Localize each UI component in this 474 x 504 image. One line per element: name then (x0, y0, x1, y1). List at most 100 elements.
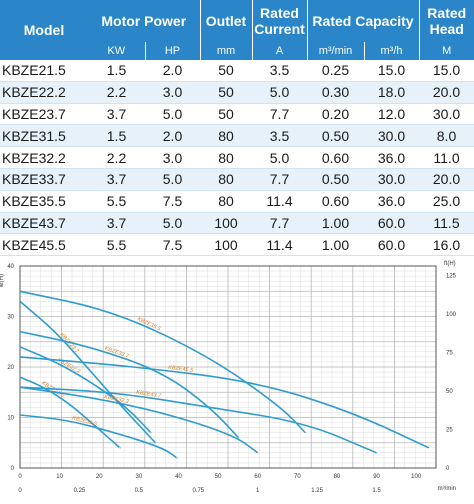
cell-m3min: 1.00 (307, 212, 364, 235)
curve-kbze35.5 (19, 290, 307, 434)
cell-head: 25.0 (419, 190, 474, 213)
cell-outlet: 80 (200, 168, 252, 191)
cell-current: 5.0 (252, 81, 307, 104)
cell-outlet: 50 (200, 81, 252, 104)
cell-m3min: 0.60 (307, 146, 364, 169)
cell-hp: 3.0 (145, 146, 200, 169)
cell-outlet: 50 (200, 103, 252, 126)
curve-kbze32.2 (19, 386, 259, 454)
bottom-x-tick-label: 1 (256, 488, 260, 494)
left-tick-label: 20 (7, 365, 14, 371)
cell-m3h: 30.0 (364, 124, 419, 148)
table-row: KBZE33.7 3.7 5.0 80 7.7 0.50 30.0 20.0 (0, 168, 474, 191)
curve-kbze33.7 (19, 330, 240, 439)
cell-hp: 7.5 (145, 190, 200, 213)
cell-kw: 2.2 (88, 81, 145, 104)
curve-kbze21.5 (19, 376, 121, 449)
right-tick-label: 50 (446, 389, 453, 395)
right-tick-label: 25 (446, 428, 453, 434)
spec-table-body: KBZE21.5 1.5 2.0 50 3.5 0.25 15.0 15.0 KBZE22.2 2… (0, 60, 474, 257)
plot-frame (19, 265, 437, 469)
cell-model: KBZE45.5 (0, 233, 88, 257)
curve-kbze22.2 (19, 346, 152, 434)
header-motor-power: Motor Power (88, 0, 200, 42)
unit-m3h: m³/h (363, 42, 419, 60)
cell-model: KBZE33.7 (0, 168, 88, 191)
bottom-x-tick-label: 1.25 (311, 488, 323, 494)
cell-m3h: 15.0 (364, 60, 419, 82)
cell-model: KBZE35.5 (0, 190, 88, 213)
cell-outlet: 80 (200, 146, 252, 169)
cell-kw: 1.5 (88, 124, 145, 148)
top-x-tick-label: 30 (136, 474, 143, 480)
spec-table: Model Motor Power Outlet Rated Current R… (0, 0, 474, 257)
unit-mm: mm (199, 42, 252, 60)
curve-kbze31.5 (19, 414, 178, 459)
cell-current: 5.0 (252, 146, 307, 169)
cell-outlet: 50 (200, 60, 252, 82)
header-outlet: Outlet (199, 0, 252, 42)
cell-hp: 2.0 (145, 60, 200, 82)
cell-m3h: 36.0 (364, 190, 419, 213)
top-x-tick-label: 90 (373, 474, 380, 480)
cell-head: 20.0 (419, 81, 474, 104)
bottom-x-tick-label: 0.25 (74, 488, 86, 494)
performance-chart: M(H) ft(H) m³/min 0 10 20 30 40 0 25 50 75 100 125 0 10… (0, 256, 474, 496)
top-x-tick-label: 80 (334, 474, 341, 480)
header-rated-current: Rated Current (251, 0, 307, 42)
cell-outlet: 100 (200, 233, 252, 257)
right-unit-label: ft(H) (444, 261, 456, 267)
cell-m3min: 1.00 (307, 233, 364, 257)
right-tick-label: 75 (446, 351, 453, 357)
unit-m: M (418, 42, 474, 60)
curve-label: KBZE43.7 (136, 390, 163, 400)
left-tick-label: 40 (7, 264, 14, 270)
cell-head: 16.0 (419, 233, 474, 257)
table-row: KBZE35.5 5.5 7.5 80 11.4 0.60 36.0 25.0 (0, 190, 474, 213)
cell-outlet: 80 (200, 124, 252, 148)
cell-kw: 1.5 (88, 60, 145, 82)
cell-m3h: 36.0 (364, 146, 419, 169)
header-rated-head: Rated Head (418, 0, 474, 42)
cell-head: 20.0 (419, 168, 474, 191)
cell-m3min: 0.25 (307, 60, 364, 82)
cell-head: 11.5 (419, 212, 474, 235)
top-x-tick-label: 100 (411, 474, 422, 480)
cell-kw: 3.7 (88, 168, 145, 191)
cell-m3min: 0.30 (307, 81, 364, 104)
curve-label: KBZE45.5 (168, 365, 195, 374)
left-tick-label: 10 (7, 416, 14, 422)
top-x-tick-label: 20 (96, 474, 103, 480)
curve-label: KBZE32.2 (104, 394, 130, 405)
cell-head: 30.0 (419, 103, 474, 126)
cell-m3min: 0.50 (307, 124, 364, 148)
cell-m3h: 18.0 (364, 81, 419, 104)
cell-model: KBZE23.7 (0, 103, 88, 126)
bottom-unit-label: m³/min (438, 486, 456, 492)
unit-hp: HP (144, 42, 200, 60)
cell-current: 7.7 (252, 103, 307, 126)
top-x-tick-label: 0 (18, 474, 22, 480)
cell-m3min: 0.60 (307, 190, 364, 213)
cell-model: KBZE31.5 (0, 124, 88, 148)
cell-kw: 3.7 (88, 212, 145, 235)
left-tick-label: 0 (11, 466, 15, 472)
cell-current: 7.7 (252, 168, 307, 191)
cell-m3h: 60.0 (364, 233, 419, 257)
unit-kw: KW (88, 42, 145, 60)
header-model: Model (0, 0, 88, 60)
cell-outlet: 100 (200, 212, 252, 235)
cell-hp: 5.0 (145, 212, 200, 235)
curve-kbze43.7 (19, 386, 377, 454)
cell-hp: 2.0 (145, 124, 200, 148)
right-tick-label: 125 (446, 274, 457, 280)
cell-hp: 3.0 (145, 81, 200, 104)
bottom-x-tick-label: 0.75 (192, 488, 204, 494)
cell-hp: 5.0 (145, 168, 200, 191)
left-tick-label: 30 (7, 315, 14, 321)
cell-current: 11.4 (252, 233, 307, 257)
right-tick-label: 0 (446, 466, 450, 472)
top-x-tick-label: 10 (56, 474, 63, 480)
cell-model: KBZE32.2 (0, 146, 88, 169)
